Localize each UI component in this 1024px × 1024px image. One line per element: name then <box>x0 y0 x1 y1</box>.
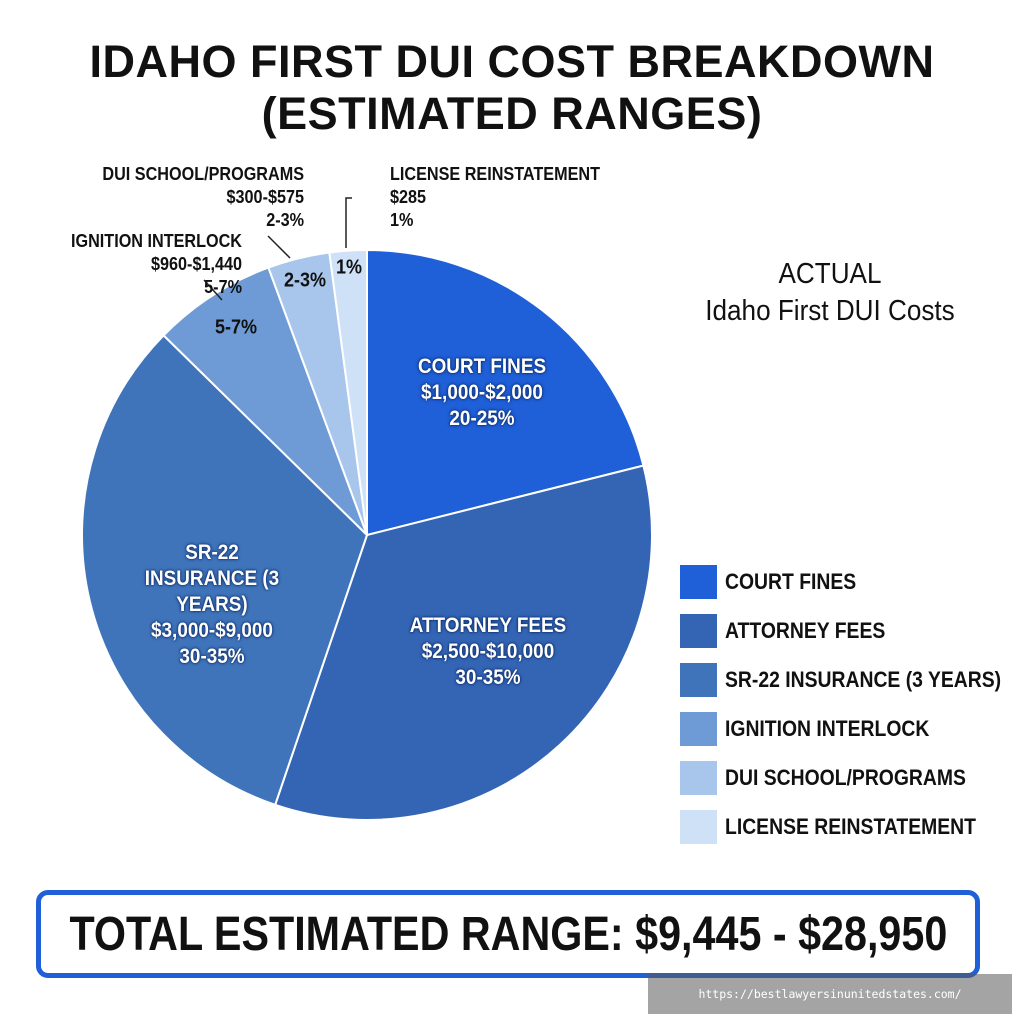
slice-share: 5-7% <box>214 316 258 339</box>
legend-label: DUI SCHOOL/PROGRAMS <box>725 765 966 790</box>
slice-label: ATTORNEY FEES $2,500-$10,000 30-35% <box>410 613 566 691</box>
chart-title: IDAHO FIRST DUI COST BREAKDOWN <box>89 36 935 87</box>
subtitle: ACTUAL <box>778 258 882 290</box>
total-box: TOTAL ESTIMATED RANGE: $9,445 - $28,950 <box>36 890 980 978</box>
slice-share: 2-3% <box>283 269 327 292</box>
callout: LICENSE REINSTATEMENT $285 1% <box>390 163 600 232</box>
callout-cost: $960-$1,440 <box>151 254 242 274</box>
slice-name: ATTORNEY FEES <box>409 614 567 637</box>
slice-share: 20-25% <box>449 407 515 430</box>
callout-share: 5-7% <box>204 277 242 297</box>
pie-slice <box>328 248 368 536</box>
leader-line <box>345 197 352 248</box>
callout: DUI SCHOOL/PROGRAMS $300-$575 2-3% <box>102 163 304 232</box>
chart-title: (ESTIMATED RANGES) <box>261 88 763 139</box>
callout-share: 2-3% <box>266 210 304 230</box>
legend-label: SR-22 INSURANCE (3 YEARS) <box>725 667 1002 692</box>
slice-share: 30-35% <box>455 666 521 689</box>
slice-label: COURT FINES $1,000-$2,000 20-25% <box>418 354 546 432</box>
leader-lines <box>203 197 352 301</box>
legend-label: COURT FINES <box>725 569 857 594</box>
pie-slice <box>162 266 368 536</box>
legend-swatch <box>680 614 717 648</box>
legend-swatch <box>680 761 717 795</box>
leader-line <box>267 235 291 259</box>
total-text: TOTAL ESTIMATED RANGE: $9,445 - $28,950 <box>69 907 947 961</box>
callout: IGNITION INTERLOCK $960-$1,440 5-7% <box>71 230 242 299</box>
slice-cost: $1,000-$2,000 <box>421 381 543 404</box>
slice-cost: $3,000-$9,000 <box>151 619 273 642</box>
legend-swatch <box>680 712 717 746</box>
legend-label: IGNITION INTERLOCK <box>725 716 930 741</box>
legend-swatch <box>680 565 717 599</box>
subtitle: Idaho First DUI Costs <box>705 295 955 327</box>
slice-share: 30-35% <box>179 645 245 668</box>
pie-slice <box>273 464 653 821</box>
callout-cost: $285 <box>390 187 427 207</box>
callout-name: DUI SCHOOL/PROGRAMS <box>102 164 304 184</box>
legend-swatch <box>680 663 717 697</box>
leader-line <box>203 279 223 301</box>
slice-name: COURT FINES <box>417 355 547 378</box>
legend-swatch <box>680 810 717 844</box>
slice-share: 1% <box>335 256 363 279</box>
callout-share: 1% <box>390 210 414 230</box>
callout-name: IGNITION INTERLOCK <box>71 231 242 251</box>
slice-cost: $2,500-$10,000 <box>421 640 555 663</box>
slice-label: SR-22 INSURANCE (3 YEARS) $3,000-$9,000 … <box>109 540 316 670</box>
watermark: https://bestlawyersinunitedstates.com/ <box>648 974 1012 1014</box>
pie-slice <box>81 333 369 807</box>
callout-name: LICENSE REINSTATEMENT <box>390 164 601 184</box>
slice-name: SR-22 INSURANCE (3 YEARS) <box>144 541 280 616</box>
callout-cost: $300-$575 <box>226 187 304 207</box>
pie-slice <box>366 248 645 537</box>
legend-label: ATTORNEY FEES <box>725 618 886 643</box>
legend-label: LICENSE REINSTATEMENT <box>725 814 976 839</box>
